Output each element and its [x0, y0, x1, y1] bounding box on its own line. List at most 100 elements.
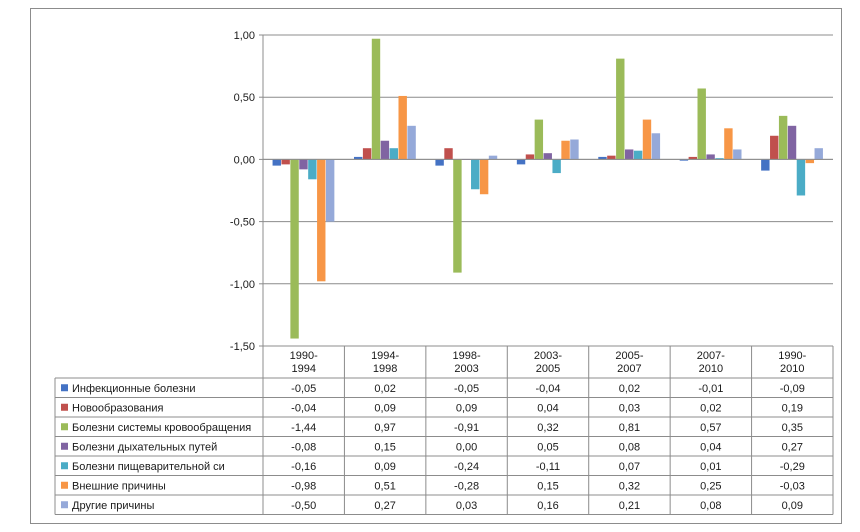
bar — [561, 140, 570, 160]
x-tick-label: 2007 — [617, 363, 641, 375]
data-label: -0,50 — [291, 500, 316, 512]
bar — [534, 119, 544, 160]
bar — [435, 159, 444, 166]
data-label: 0,07 — [619, 461, 640, 473]
bar — [371, 38, 381, 160]
data-label: -0,08 — [291, 441, 316, 453]
bar — [796, 159, 806, 196]
x-tick-label: 1990- — [290, 350, 318, 362]
bar — [770, 135, 779, 160]
y-tick-label: -1,50 — [230, 341, 255, 353]
bar — [281, 159, 290, 165]
data-label: 0,03 — [456, 500, 477, 512]
bar — [633, 150, 643, 160]
bar — [488, 155, 498, 160]
data-label: 0,21 — [619, 500, 640, 512]
data-label: 0,27 — [782, 441, 803, 453]
bar — [398, 95, 407, 160]
bar — [543, 153, 552, 160]
data-label: -0,01 — [698, 383, 723, 395]
legend-label: Внешние причины — [72, 480, 166, 492]
data-label: 0,09 — [374, 461, 395, 473]
bar — [471, 159, 480, 190]
x-tick-label: 2005 — [536, 363, 560, 375]
gridlines — [263, 34, 833, 347]
data-label: 0,32 — [619, 480, 640, 492]
bar — [814, 148, 823, 160]
bar — [317, 159, 326, 282]
chart-frame: 1,00 0,50 0,00 -0,50 -1,00 -1,50 1990- 1994 199… — [30, 8, 842, 524]
x-tick-label: 1990- — [778, 350, 806, 362]
x-tick-label: 1998 — [373, 363, 397, 375]
data-label: -1,44 — [291, 422, 316, 434]
data-label: -0,28 — [454, 480, 479, 492]
legend-label: Другие причины — [72, 500, 154, 512]
data-label: -0,24 — [454, 461, 479, 473]
bar — [290, 159, 299, 339]
bar — [362, 148, 372, 160]
legend-swatch — [61, 462, 68, 470]
data-label: 0,16 — [537, 500, 558, 512]
data-label: 0,51 — [374, 480, 395, 492]
data-label: 0,02 — [619, 383, 640, 395]
x-tick-label: 1994 — [291, 363, 315, 375]
bar — [272, 159, 281, 166]
x-tick-label: 2005- — [615, 350, 643, 362]
y-axis-ticks: 1,00 0,50 0,00 -0,50 -1,00 -1,50 — [230, 30, 263, 353]
data-label: 0,02 — [374, 383, 395, 395]
bar — [624, 149, 634, 160]
data-label: 0,19 — [782, 402, 803, 414]
data-label: 0,08 — [619, 441, 640, 453]
y-tick-label: 0,00 — [234, 154, 255, 166]
bar — [679, 159, 689, 161]
y-tick-label: 1,00 — [234, 30, 255, 42]
x-tick-label: 2007- — [697, 350, 725, 362]
bar — [552, 159, 561, 174]
x-tick-label: 2003 — [454, 363, 478, 375]
data-label: -0,09 — [780, 383, 805, 395]
bar — [453, 159, 462, 273]
y-tick-label: -1,00 — [230, 279, 255, 291]
bars — [272, 38, 823, 339]
data-label: 0,32 — [537, 422, 558, 434]
data-label: 0,04 — [537, 402, 558, 414]
data-label: -0,29 — [780, 461, 805, 473]
bar — [697, 88, 706, 160]
data-label: 0,81 — [619, 422, 640, 434]
data-label: 0,57 — [700, 422, 721, 434]
bar — [706, 154, 715, 160]
legend-label: Болезни пищеварительной си — [72, 461, 225, 473]
data-label: 0,00 — [456, 441, 477, 453]
bar — [715, 158, 724, 160]
bar — [308, 159, 317, 180]
chart-area: 1,000,500,00-0,50-1,00-1,50 1990-1994199… — [54, 30, 834, 515]
legend-swatch — [61, 384, 68, 392]
legend-label: Инфекционные болезни — [72, 383, 196, 395]
legend-swatch — [61, 442, 68, 450]
legend-swatch — [61, 481, 68, 489]
data-table: 1990-19941994-19981998-20032003-20052005… — [54, 345, 834, 515]
x-tick-label: 2010 — [780, 363, 804, 375]
data-label: -0,91 — [454, 422, 479, 434]
bar — [407, 125, 416, 160]
bar — [570, 139, 579, 160]
bar — [642, 119, 652, 160]
data-label: 0,05 — [537, 441, 558, 453]
bar — [389, 148, 398, 160]
data-label: -0,04 — [291, 402, 316, 414]
data-label: 0,01 — [700, 461, 721, 473]
legend-swatch — [61, 423, 68, 431]
data-label: 0,09 — [782, 500, 803, 512]
legend-swatch — [61, 403, 68, 411]
legend-label: Новообразования — [72, 402, 164, 414]
bar — [479, 159, 489, 195]
data-label: -0,05 — [291, 383, 316, 395]
bar — [651, 133, 661, 160]
y-tick-label: -0,50 — [230, 217, 255, 229]
y-tick-label: 0,50 — [234, 92, 255, 104]
data-label: 0,15 — [537, 480, 558, 492]
data-label: -0,04 — [535, 383, 560, 395]
data-label: 0,35 — [782, 422, 803, 434]
legend-swatch — [61, 501, 68, 509]
bar — [805, 159, 815, 164]
